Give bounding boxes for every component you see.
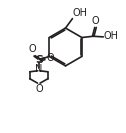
Text: O: O <box>47 53 55 63</box>
Text: OH: OH <box>73 8 88 18</box>
Text: O: O <box>28 44 36 54</box>
Text: O: O <box>92 16 99 26</box>
Text: O: O <box>35 84 43 94</box>
Text: N: N <box>35 64 42 74</box>
Text: OH: OH <box>104 31 119 41</box>
Text: S: S <box>35 55 43 65</box>
